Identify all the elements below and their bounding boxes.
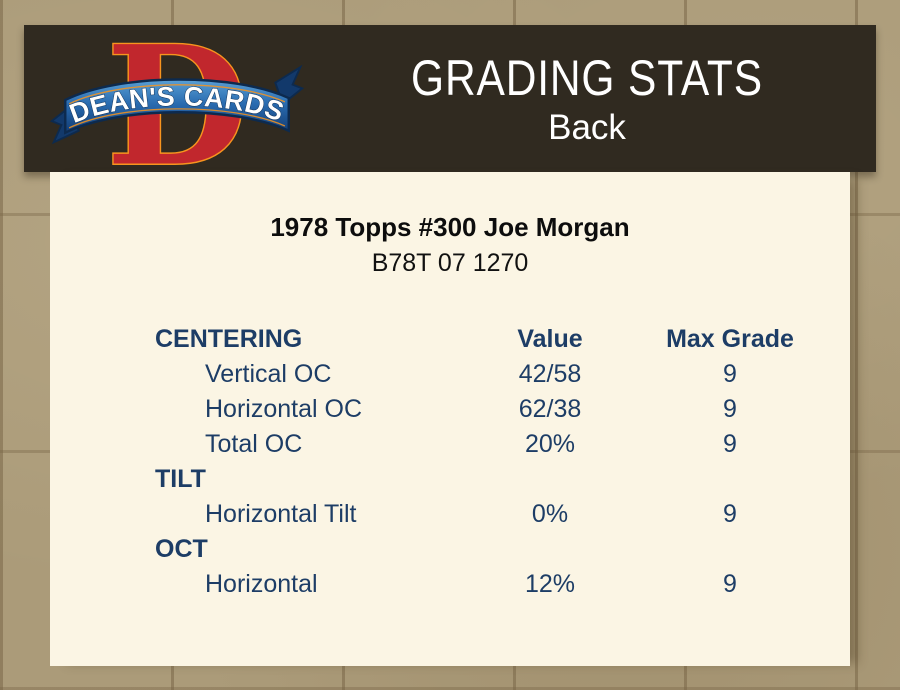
stat-value: 20% [524,430,576,458]
ribbon-bottom-trim [68,108,286,129]
stat-max-grade: 9 [723,430,737,458]
stat-value: 42/58 [518,360,582,388]
stat-max-grade: 9 [723,500,737,528]
card-title: 1978 Topps #300 Joe Morgan [270,212,630,242]
table-row: Horizontal Tilt 0% 9 [155,497,850,532]
stat-label: Horizontal [205,570,318,598]
stat-max-grade: 9 [723,360,737,388]
stat-max-grade: 9 [723,395,737,423]
ribbon-banner-icon [64,78,290,135]
header-text-block: GRADING STATS Back [334,25,840,172]
table-row: Horizontal OC 62/38 9 [155,392,850,427]
page-title: GRADING STATS [411,49,763,106]
table-header-row: CENTERING Value Max Grade [155,322,850,357]
stat-label: Horizontal OC [205,395,362,423]
section-label-oct: OCT [155,535,208,563]
stat-value: 12% [524,570,576,598]
header-band: D DEAN'S CARDS GRADING STATS Back [24,8,876,204]
column-header-max-grade: Max Grade [666,325,794,353]
stat-label: Total OC [205,430,303,458]
stat-value: 62/38 [518,395,582,423]
table-row: Horizontal 12% 9 [155,567,850,602]
ribbon-top-trim [68,84,286,105]
section-label-centering: CENTERING [155,325,303,353]
table-row: Vertical OC 42/58 9 [155,357,850,392]
card-code: B78T 07 1270 [371,249,529,277]
deans-cards-logo-svg: D DEAN'S CARDS [49,8,305,204]
table-row: Total OC 20% 9 [155,427,850,462]
card-side-label: Back [548,107,626,147]
column-header-value: Value [517,325,583,353]
grading-stats-table: CENTERING Value Max Grade Vertical OC 42… [50,322,850,602]
table-section-row: TILT [155,462,850,497]
table-section-row: OCT [155,532,850,567]
stats-panel: 1978 Topps #300 Joe Morgan B78T 07 1270 … [50,172,850,666]
stat-max-grade: 9 [723,570,737,598]
stat-label: Horizontal Tilt [205,500,357,528]
stat-label: Vertical OC [205,360,332,388]
deans-cards-logo: D DEAN'S CARDS [46,8,308,204]
stat-value: 0% [531,500,569,528]
section-label-tilt: TILT [155,465,206,493]
